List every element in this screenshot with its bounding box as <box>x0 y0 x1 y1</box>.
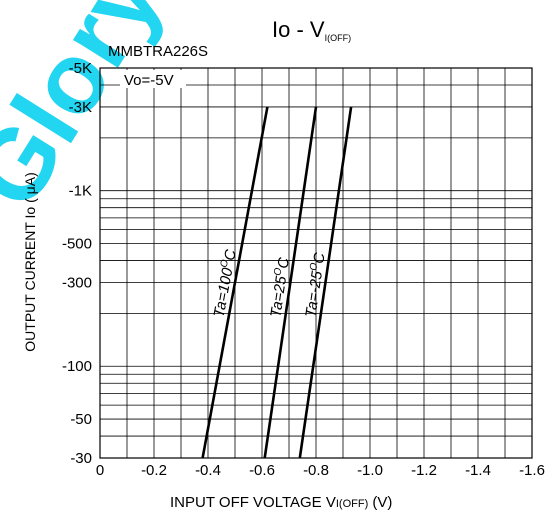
x-tick-labels: 0 -0.2 -0.4 -0.6 -0.8 -1.0 -1.2 -1.4 -1.6 <box>96 462 545 479</box>
x-tick-label: -0.6 <box>249 462 275 479</box>
x-axis-label: INPUT OFF VOLTAGE VI(OFF) (V) <box>170 494 392 511</box>
chart-title-subscript: I(OFF) <box>325 33 352 43</box>
series-line <box>263 106 318 459</box>
x-tick-label: -0.4 <box>195 462 221 479</box>
x-tick-label: -0.2 <box>141 462 167 479</box>
x-tick-label: 0 <box>96 462 104 479</box>
y-tick-label: -500 <box>62 236 92 253</box>
series-label-main: Ta=25 <box>267 274 290 318</box>
x-axis-label-main: INPUT OFF VOLTAGE V <box>170 494 336 511</box>
y-tick-label: -50 <box>70 411 92 428</box>
x-tick-label: -1.0 <box>357 462 383 479</box>
condition-label: Vo=-5V <box>124 72 174 89</box>
y-tick-label: -5K <box>69 60 92 77</box>
series-label-degree: O <box>219 258 231 268</box>
series-label-degree: O <box>308 262 320 272</box>
condition-label-bg <box>120 70 186 88</box>
y-tick-label: -100 <box>62 358 92 375</box>
plot-frame <box>99 67 533 459</box>
y-tick-labels: -5K -3K -1K -500 -300 -100 -50 -30 <box>62 60 92 467</box>
grid <box>100 68 532 458</box>
y-tick-label: -3K <box>69 99 92 116</box>
y-axis-label: OUTPUT CURRENT Io ( μA) <box>22 172 38 351</box>
series-line <box>298 106 353 459</box>
x-tick-label: -0.8 <box>303 462 329 479</box>
series-label-unit: C <box>310 251 328 264</box>
series-label-degree: O <box>272 267 284 277</box>
series-label-unit: C <box>221 248 240 262</box>
y-tick-label: -30 <box>70 450 92 467</box>
series-label: Ta=-25OC <box>301 251 328 318</box>
y-tick-label: -300 <box>62 274 92 291</box>
chart-title-main: Io - V <box>272 17 325 42</box>
x-tick-label: -1.4 <box>465 462 491 479</box>
x-tick-label: -1.6 <box>519 462 545 479</box>
chart-title: Io - VI(OFF) <box>272 17 351 43</box>
series-label: Ta=25OC <box>266 256 293 318</box>
device-label: MMBTRA226S <box>108 43 208 60</box>
x-axis-label-subscript: I(OFF) <box>336 498 368 510</box>
x-axis-label-unit: (V) <box>368 494 392 511</box>
x-tick-label: -1.2 <box>411 462 437 479</box>
y-tick-label: -1K <box>69 183 92 200</box>
series-label-main: Ta=-25 <box>302 269 326 318</box>
series-line <box>201 106 269 459</box>
series-label-unit: C <box>274 256 292 269</box>
